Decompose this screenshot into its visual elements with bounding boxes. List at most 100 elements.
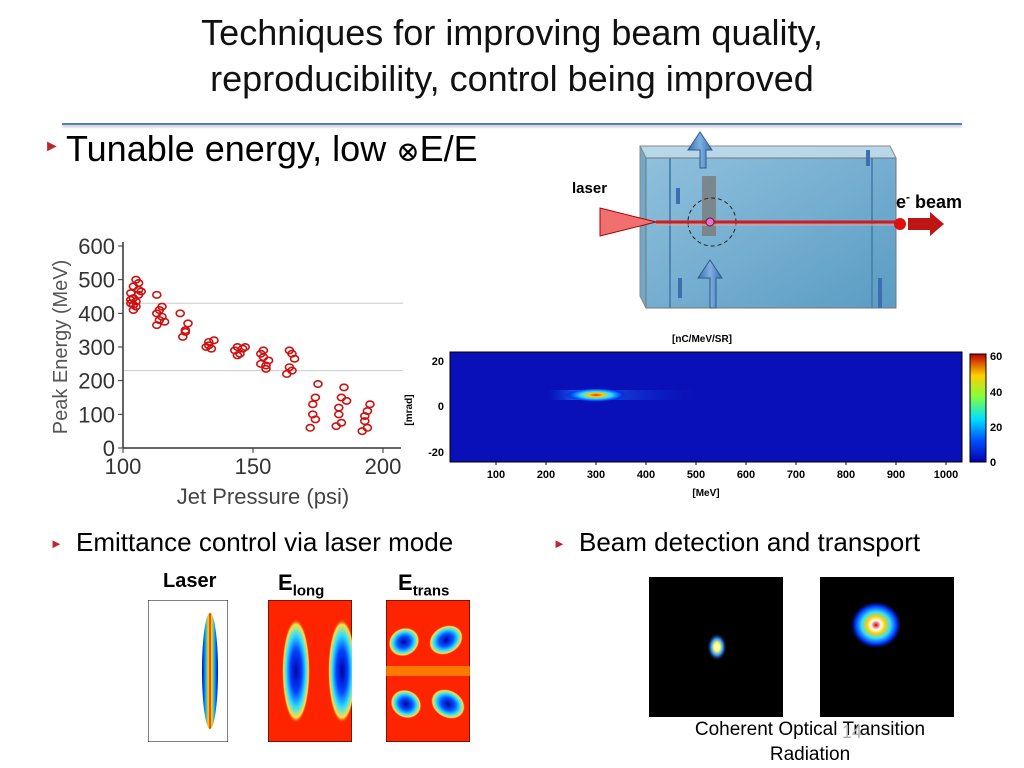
- elong-lobe-2: [328, 619, 352, 723]
- panel-label-elong: Elong: [278, 570, 324, 599]
- data-point: [204, 337, 214, 346]
- data-point: [128, 300, 139, 309]
- laser-mode-profile: [202, 613, 218, 729]
- spectrum-xtick-label: 700: [787, 469, 805, 481]
- spectrum-xlabel: [MeV]: [692, 488, 719, 499]
- bullet-marker-icon: ►: [553, 536, 566, 551]
- e-beam-label-e: e: [896, 192, 907, 212]
- chart-points: [126, 275, 375, 436]
- data-point: [359, 412, 370, 421]
- spectrum-colorbar: [969, 353, 987, 463]
- etrans-main: E: [398, 570, 413, 595]
- data-point: [256, 359, 266, 368]
- data-point: [333, 403, 344, 412]
- e-beam-label: e- beam: [896, 190, 962, 213]
- data-point: [339, 383, 349, 392]
- y-tick-label: 0: [103, 436, 115, 461]
- y-axis-label: Peak Energy (MeV): [50, 260, 72, 435]
- data-point: [128, 305, 139, 314]
- data-point: [183, 319, 193, 328]
- data-point: [261, 361, 271, 370]
- bullet-marker-icon: ►: [50, 536, 63, 551]
- otr-caption: Coherent Optical Transition Radiation: [660, 717, 960, 767]
- data-point: [154, 305, 165, 314]
- otr-caption-line-1: Coherent Optical Transition: [694, 719, 926, 740]
- data-point: [359, 417, 370, 426]
- gas-jet-slab: [639, 145, 897, 309]
- spectrum-xtick-label: 100: [487, 469, 505, 481]
- panel-label-etrans: Etrans: [398, 570, 449, 599]
- data-point: [289, 354, 300, 363]
- y-tick-label: 600: [78, 234, 115, 259]
- cbar-tick-20: 20: [990, 422, 1002, 434]
- data-point: [261, 364, 271, 373]
- data-point: [256, 349, 266, 358]
- data-point: [152, 290, 162, 299]
- etrans-sub: trans: [412, 582, 450, 600]
- data-point: [362, 423, 373, 432]
- x-tick-label: 200: [365, 454, 402, 479]
- electron-bunch-icon: [894, 218, 906, 230]
- spectrum-xtick-label: 400: [637, 469, 655, 481]
- x-tick-label: 100: [105, 454, 142, 479]
- data-point: [237, 344, 248, 353]
- y-tick-label: 100: [78, 402, 115, 427]
- elong-panel: [268, 600, 352, 742]
- data-point: [305, 423, 316, 432]
- data-point: [310, 415, 321, 424]
- title-divider: [62, 123, 962, 125]
- gas-nozzle: [702, 176, 716, 236]
- data-point: [310, 393, 321, 402]
- data-point: [159, 317, 170, 326]
- page-number: 14: [842, 722, 863, 742]
- etrans-panel: [386, 600, 470, 742]
- electron-spectrum-panel: [nC/MeV/SR] [mrad] 20 0 -20 100 200 300 400…: [404, 334, 1002, 499]
- data-point: [284, 346, 295, 355]
- bullet-marker-icon: ►: [44, 138, 60, 155]
- otr-caption-line-2: Radiation: [769, 744, 851, 765]
- data-point: [313, 380, 323, 389]
- data-point: [336, 418, 347, 427]
- spectrum-ytick-0: 0: [438, 401, 444, 413]
- cbar-tick-0: 0: [990, 457, 996, 469]
- e-beam-arrow-icon: [908, 212, 944, 236]
- bullet-tunable-tail: E/E: [419, 128, 478, 169]
- spectrum-image: [449, 351, 963, 463]
- data-point: [287, 366, 297, 375]
- laser-mode-panel: [148, 600, 228, 742]
- spectrum-xtick-label: 500: [687, 469, 705, 481]
- spectrum-ytick-20: 20: [432, 356, 444, 368]
- laser-label: laser: [572, 180, 608, 197]
- slide-title: Techniques for improving beam quality, r…: [0, 10, 1024, 102]
- spectrum-peak: [566, 388, 626, 402]
- spectrum-xtick-label: 1000: [934, 469, 958, 481]
- cbar-tick-40: 40: [990, 387, 1002, 399]
- bullet-tunable-energy: Tunable energy, low ⊗E/E: [66, 128, 478, 170]
- data-point: [240, 343, 250, 352]
- spectrum-xtick-label: 300: [587, 469, 605, 481]
- spectrum-xtick-label: 800: [837, 469, 855, 481]
- elong-lobe-1: [282, 619, 310, 723]
- title-line-2: reproducibility, control being improved: [210, 58, 814, 99]
- chart-axes: [118, 242, 401, 453]
- panel-label-laser: Laser: [163, 570, 217, 592]
- gas-flow-arrow-up: [687, 131, 723, 309]
- otr-image-1: [649, 577, 783, 717]
- data-point: [180, 327, 191, 336]
- elong-main: E: [278, 570, 293, 595]
- laser-pulse-icon: [599, 207, 657, 237]
- data-point: [232, 351, 243, 360]
- data-point: [133, 279, 144, 288]
- bullet-detection: Beam detection and transport: [579, 527, 921, 557]
- data-point: [209, 336, 219, 345]
- spectrum-title: [nC/MeV/SR]: [672, 334, 732, 345]
- flow-arrows: [676, 150, 882, 308]
- data-point: [175, 309, 185, 318]
- data-point: [365, 400, 375, 409]
- otr-image-2: [820, 577, 954, 717]
- spectrum-xtick-label: 900: [887, 469, 905, 481]
- delta-symbol: ⊗: [396, 135, 420, 168]
- spectrum-ylabel: [mrad]: [404, 394, 415, 425]
- data-point: [204, 341, 214, 350]
